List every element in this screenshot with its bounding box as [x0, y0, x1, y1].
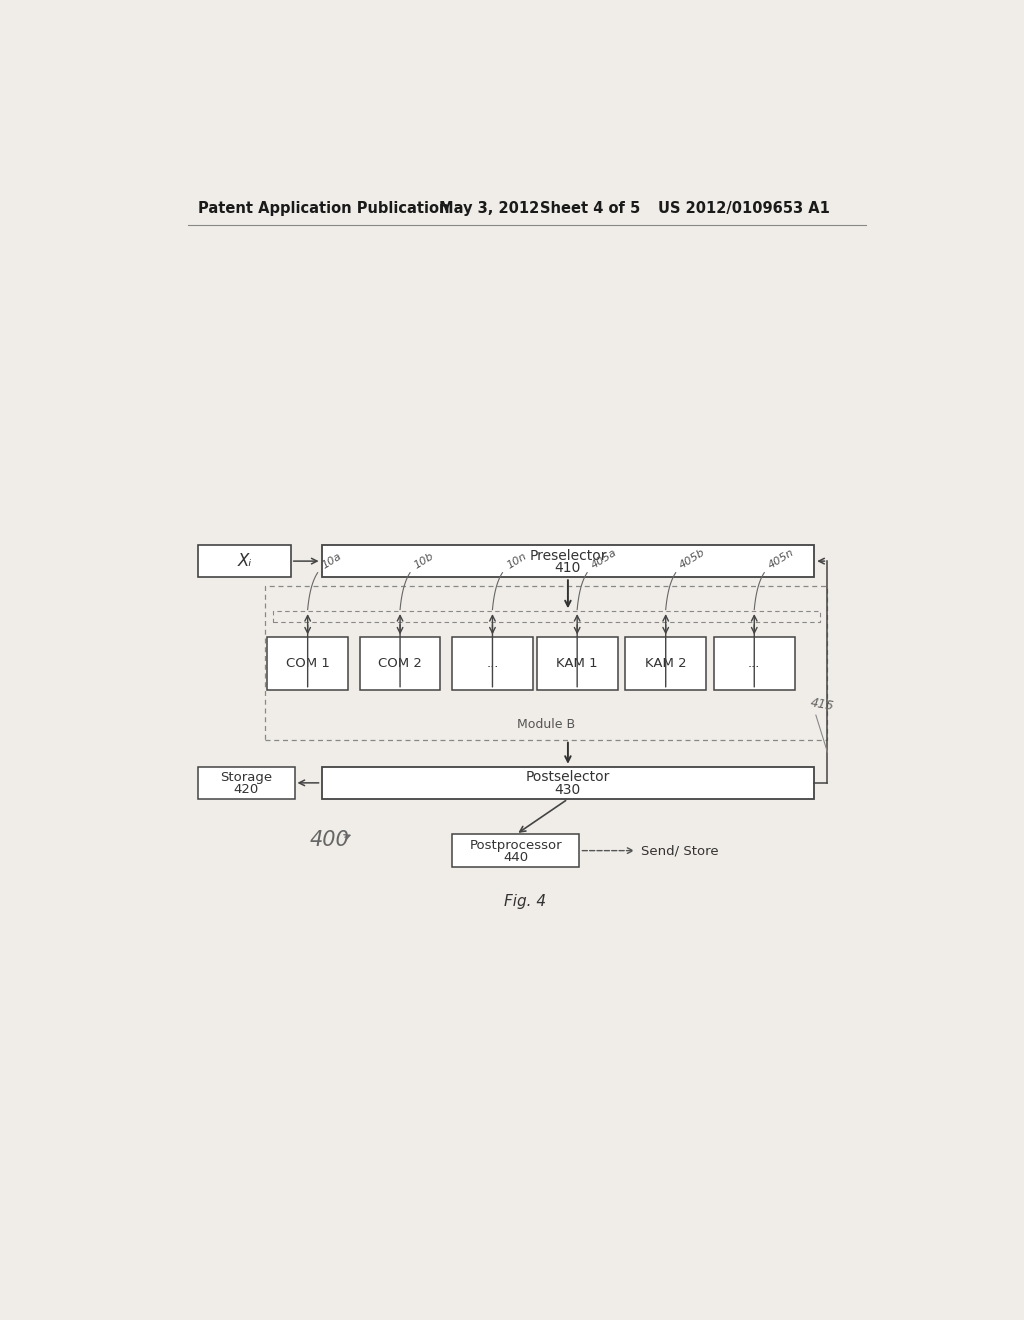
Text: US 2012/0109653 A1: US 2012/0109653 A1: [658, 201, 829, 216]
Bar: [267, 638, 348, 689]
Bar: [199, 767, 295, 799]
Text: 405a: 405a: [590, 548, 618, 572]
Text: 405b: 405b: [678, 548, 708, 572]
Bar: [199, 545, 291, 577]
Text: 410: 410: [555, 561, 581, 576]
Bar: [452, 638, 532, 689]
Text: Storage: Storage: [220, 771, 272, 784]
Text: KAM 1: KAM 1: [556, 657, 598, 671]
Bar: [714, 638, 795, 689]
Text: 420: 420: [233, 783, 259, 796]
Text: Fig. 4: Fig. 4: [504, 894, 546, 909]
Text: Send/ Store: Send/ Store: [641, 843, 719, 857]
Text: COM 1: COM 1: [286, 657, 330, 671]
Text: 415: 415: [810, 697, 836, 714]
Bar: [322, 545, 814, 577]
Text: Patent Application Publication: Patent Application Publication: [199, 201, 450, 216]
Text: Sheet 4 of 5: Sheet 4 of 5: [541, 201, 640, 216]
Text: Xᵢ: Xᵢ: [238, 552, 252, 570]
Bar: [626, 638, 707, 689]
Text: 440: 440: [504, 851, 528, 865]
Text: 10b: 10b: [413, 552, 436, 572]
Text: Preselector: Preselector: [529, 549, 606, 562]
Bar: [322, 767, 814, 799]
Bar: [359, 638, 440, 689]
Text: 430: 430: [555, 783, 581, 797]
Text: ...: ...: [486, 657, 499, 671]
Text: 400: 400: [309, 830, 349, 850]
Text: KAM 2: KAM 2: [645, 657, 686, 671]
Bar: [537, 638, 617, 689]
Text: ...: ...: [749, 657, 761, 671]
Bar: [273, 611, 819, 622]
Bar: [265, 586, 827, 739]
Text: 10n: 10n: [505, 552, 528, 572]
Text: 10a: 10a: [319, 552, 343, 572]
Bar: [453, 834, 580, 867]
Text: Postprocessor: Postprocessor: [470, 838, 562, 851]
Text: Postselector: Postselector: [525, 771, 610, 784]
Text: 405n: 405n: [767, 548, 796, 572]
Text: COM 2: COM 2: [378, 657, 422, 671]
Text: May 3, 2012: May 3, 2012: [438, 201, 539, 216]
Text: Module B: Module B: [517, 718, 575, 730]
